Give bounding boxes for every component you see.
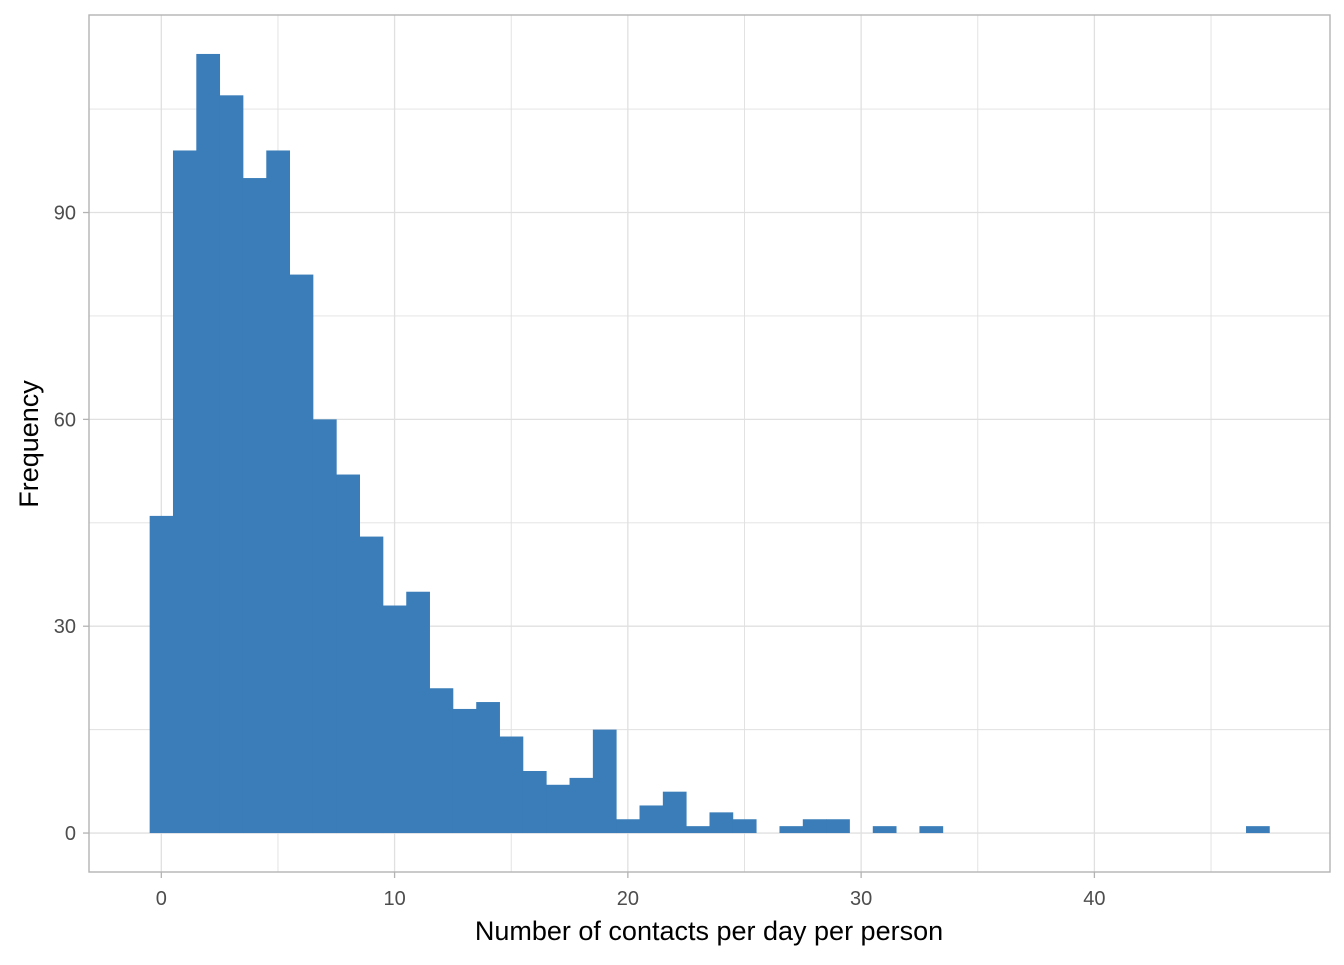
histogram-bar bbox=[336, 474, 360, 834]
x-tick-label: 20 bbox=[617, 888, 639, 910]
x-tick-label: 10 bbox=[383, 888, 405, 910]
histogram-bar bbox=[382, 605, 407, 834]
histogram-bar bbox=[499, 736, 524, 834]
x-tick-label: 30 bbox=[850, 888, 872, 910]
histogram-bar bbox=[196, 53, 221, 834]
histogram-bar bbox=[802, 819, 827, 834]
histogram-bar bbox=[919, 826, 944, 834]
histogram-bar bbox=[709, 812, 734, 834]
y-tick-label: 30 bbox=[54, 616, 76, 638]
histogram-bar bbox=[616, 819, 640, 834]
histogram-bar bbox=[429, 688, 454, 834]
histogram-bar bbox=[452, 708, 477, 834]
x-tick-label: 40 bbox=[1083, 888, 1105, 910]
histogram-bar bbox=[779, 826, 804, 834]
y-axis-title: Frequency bbox=[14, 380, 44, 508]
histogram-bar bbox=[732, 819, 757, 834]
histogram-bar bbox=[476, 702, 500, 834]
histogram-bar bbox=[569, 777, 594, 834]
y-tick-label: 90 bbox=[54, 203, 76, 225]
plot-frame bbox=[88, 14, 1331, 873]
panel-border bbox=[88, 14, 1331, 873]
histogram-bar bbox=[686, 826, 710, 834]
histogram-bar bbox=[172, 150, 197, 834]
histogram-bar bbox=[1246, 826, 1270, 834]
x-axis-title: Number of contacts per day per person bbox=[475, 916, 943, 946]
x-tick-label: 0 bbox=[156, 888, 167, 910]
histogram-bar bbox=[406, 591, 430, 834]
histogram-bar bbox=[872, 826, 897, 834]
histogram-bar bbox=[312, 419, 337, 834]
histogram-bar bbox=[662, 791, 687, 834]
histogram-bar bbox=[639, 805, 664, 834]
histogram-bar bbox=[149, 515, 174, 834]
y-tick-label: 60 bbox=[54, 409, 76, 431]
histogram-bar bbox=[289, 274, 314, 834]
histogram-bar bbox=[826, 819, 850, 834]
histogram-bar bbox=[546, 784, 570, 834]
histogram-bar bbox=[359, 536, 384, 834]
histogram-bar bbox=[219, 95, 244, 834]
histogram-bars bbox=[149, 53, 1270, 834]
y-tick-label: 0 bbox=[65, 823, 76, 845]
histogram-bar bbox=[242, 178, 267, 834]
histogram-bar bbox=[592, 729, 617, 834]
axis-ticks: 0 10 20 30 40 0 30 60 90 bbox=[54, 203, 1106, 910]
histogram-bar bbox=[266, 150, 291, 834]
histogram-bar bbox=[522, 770, 547, 834]
